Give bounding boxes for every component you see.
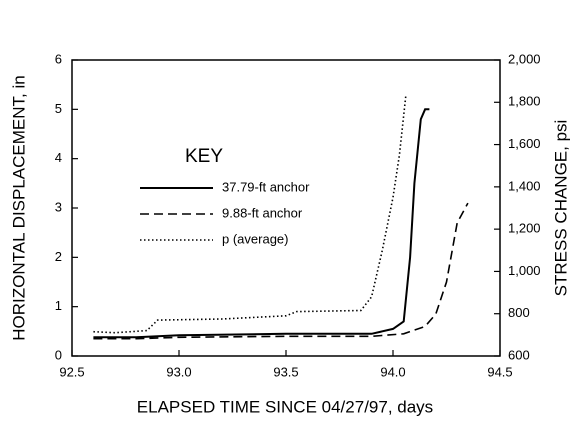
legend-label: 37.79-ft anchor [222, 179, 310, 194]
legend-title: KEY [185, 146, 223, 167]
y-axis-label: HORIZONTAL DISPLACEMENT, in [9, 75, 28, 340]
x-tick-label: 93.0 [166, 364, 191, 379]
y2-tick-label: 1,800 [508, 94, 541, 109]
legend-label: p (average) [222, 231, 288, 246]
y2-tick-label: 800 [508, 305, 530, 320]
legend-label: 9.88-ft anchor [222, 205, 303, 220]
y-tick-label: 2 [55, 249, 62, 264]
y2-tick-label: 1,200 [508, 221, 541, 236]
x-tick-label: 94.0 [380, 364, 405, 379]
y2-axis-label: STRESS CHANGE, psi [551, 120, 570, 297]
y2-tick-label: 1,400 [508, 178, 541, 193]
x-tick-label: 93.5 [273, 364, 298, 379]
y2-tick-label: 1,000 [508, 263, 541, 278]
x-tick-label: 94.5 [487, 364, 512, 379]
y-tick-label: 0 [55, 347, 62, 362]
y-tick-label: 4 [55, 150, 62, 165]
y2-tick-label: 2,000 [508, 51, 541, 66]
y-tick-label: 1 [55, 298, 62, 313]
series-line [93, 202, 469, 340]
x-tick-label: 92.5 [59, 364, 84, 379]
y2-tick-label: 600 [508, 347, 530, 362]
y-tick-label: 6 [55, 51, 62, 66]
y2-tick-label: 1,600 [508, 136, 541, 151]
series-line [93, 95, 407, 334]
y-tick-label: 3 [55, 199, 62, 214]
x-axis-label: ELAPSED TIME SINCE 04/27/97, days [137, 397, 433, 416]
series-line [93, 108, 430, 339]
y-tick-label: 5 [55, 101, 62, 116]
